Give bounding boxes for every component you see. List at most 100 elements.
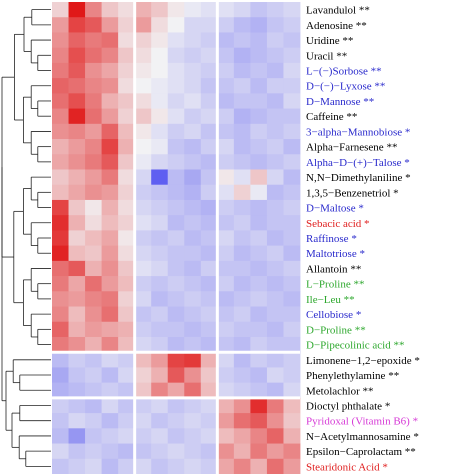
heatmap-cell: [68, 306, 86, 323]
heatmap-cell: [118, 306, 136, 323]
heatmap-cell: [283, 230, 301, 247]
heatmap-cell: [217, 154, 235, 170]
heatmap-cell: [283, 17, 301, 33]
heatmap-cell: [217, 215, 235, 231]
heatmap-cell: [68, 139, 86, 155]
heatmap-cell: [167, 169, 185, 186]
heatmap-cell: [266, 199, 284, 216]
row-label: D−Proline **: [306, 324, 366, 336]
row-label: Raffinose *: [306, 233, 357, 245]
heatmap-cell: [217, 184, 235, 201]
heatmap-cell: [167, 291, 185, 307]
heatmap-cell: [151, 32, 169, 49]
heatmap-cell: [85, 336, 102, 353]
heatmap-cell: [200, 428, 218, 444]
heatmap-cell: [118, 260, 136, 277]
heatmap-cell: [151, 199, 169, 216]
heatmap-cell: [250, 47, 268, 64]
heatmap-cell: [101, 139, 119, 155]
heatmap-cell: [200, 336, 218, 353]
row-label: Uracil **: [306, 50, 347, 62]
heatmap-cell: [233, 230, 251, 247]
heatmap-cell: [151, 62, 169, 79]
heatmap-cell: [101, 458, 119, 474]
heatmap-cell: [200, 184, 218, 201]
heatmap-cell: [217, 291, 235, 307]
heatmap-cell: [134, 47, 152, 64]
heatmap-cell: [85, 382, 102, 399]
heatmap-cell: [52, 47, 69, 64]
heatmap-cell: [184, 199, 202, 216]
heatmap-cell: [134, 230, 152, 247]
heatmap-cell: [118, 458, 136, 474]
heatmap-cell: [283, 62, 301, 79]
heatmap-cell: [118, 32, 136, 49]
heatmap-cell: [134, 32, 152, 49]
heatmap-cell: [101, 199, 119, 216]
heatmap-cell: [118, 245, 136, 262]
heatmap-cell: [233, 260, 251, 277]
row-label: D−Pipecolinic acid **: [306, 340, 404, 352]
row-label: 1,3,5−Benzenetriol *: [306, 187, 399, 199]
heatmap-cell: [68, 17, 86, 33]
row-label: Uridine **: [306, 35, 353, 47]
heatmap-cell: [68, 276, 86, 292]
heatmap-cell: [134, 154, 152, 170]
heatmap-cell: [101, 108, 119, 125]
heatmap-cell: [184, 260, 202, 277]
heatmap-cell: [68, 382, 86, 399]
heatmap-cell: [283, 291, 301, 307]
heatmap-cell: [217, 108, 235, 125]
heatmap-cell: [167, 123, 185, 140]
heatmap-cell: [266, 215, 284, 231]
heatmap-cell: [151, 382, 169, 399]
heatmap-cell: [283, 458, 301, 474]
heatmap-cell: [167, 199, 185, 216]
heatmap-cell: [85, 276, 102, 292]
heatmap-cell: [52, 215, 69, 231]
heatmap-cell: [52, 123, 69, 140]
heatmap-cell: [118, 291, 136, 307]
heatmap-cell: [68, 123, 86, 140]
heatmap-cell: [85, 139, 102, 155]
heatmap-cell: [167, 230, 185, 247]
heatmap-cell: [85, 62, 102, 79]
heatmap-cell: [217, 260, 235, 277]
heatmap-cell: [167, 17, 185, 33]
heatmap-cell: [200, 139, 218, 155]
heatmap-cell: [283, 260, 301, 277]
heatmap-cell: [266, 93, 284, 109]
heatmap-cell: [266, 352, 284, 368]
heatmap-cell: [167, 32, 185, 49]
row-label: Alpha−Farnesene **: [306, 142, 397, 154]
heatmap-cell: [167, 397, 185, 414]
heatmap-cell: [283, 276, 301, 292]
row-label: D−Maltose *: [306, 203, 364, 215]
heatmap-cell: [167, 458, 185, 474]
heatmap-cell: [233, 199, 251, 216]
heatmap-cell: [184, 93, 202, 109]
heatmap-cell: [167, 306, 185, 323]
row-label: Allantoin **: [306, 263, 361, 275]
heatmap-cell: [101, 260, 119, 277]
heatmap-cell: [85, 321, 102, 338]
heatmap-cell: [283, 139, 301, 155]
heatmap-cell: [266, 108, 284, 125]
heatmap-cell: [250, 123, 268, 140]
heatmap-cell: [283, 397, 301, 414]
heatmap-cell: [101, 245, 119, 262]
heatmap-cell: [250, 443, 268, 460]
row-label: Caffeine **: [306, 111, 357, 123]
row-label: Lavandulol **: [306, 5, 370, 17]
heatmap-cell: [233, 93, 251, 109]
heatmap-cell: [85, 367, 102, 384]
heatmap-cell: [266, 47, 284, 64]
heatmap-cell: [52, 245, 69, 262]
heatmap-cell: [118, 17, 136, 33]
heatmap-cell: [217, 443, 235, 460]
heatmap-cell: [283, 443, 301, 460]
heatmap-cell: [266, 17, 284, 33]
heatmap-cell: [118, 382, 136, 399]
heatmap-cell: [151, 108, 169, 125]
heatmap-cell: [184, 230, 202, 247]
